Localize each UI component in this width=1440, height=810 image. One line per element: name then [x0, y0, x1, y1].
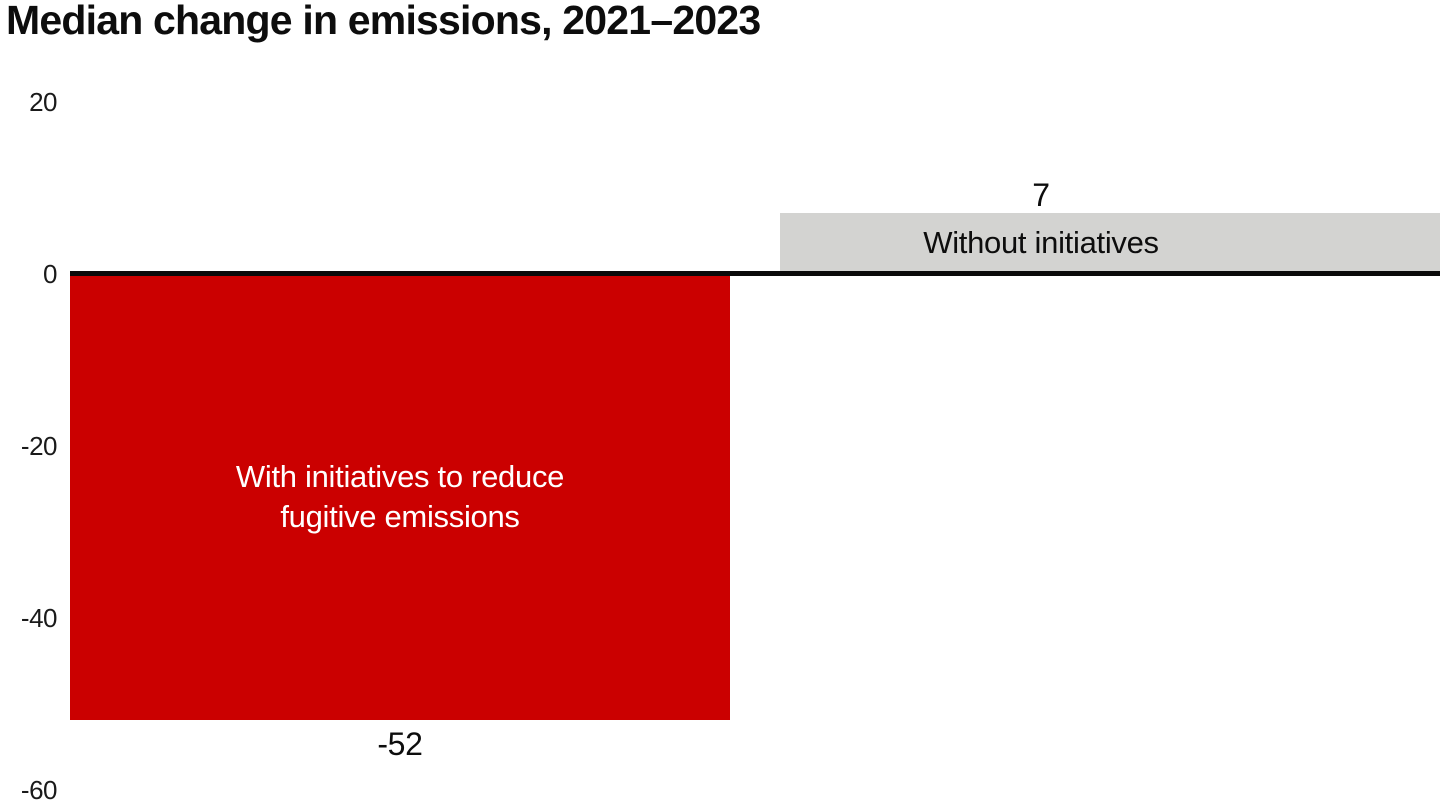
value-label-with-initiatives: -52 [377, 726, 423, 762]
y-axis-tick-label: 20 [29, 86, 57, 117]
bar-label-line: fugitive emissions [280, 498, 520, 534]
y-axis-tick-label: -40 [20, 602, 58, 633]
y-axis-tick-label: -60 [20, 774, 58, 805]
value-label-without-initiatives: 7 [1032, 177, 1050, 213]
chart-title: Median change in emissions, 2021–2023 [6, 0, 761, 43]
bar-label-with-initiatives: With initiatives to reduce fugitive emiss… [236, 457, 564, 537]
bar-label-without-initiatives: Without initiatives [923, 223, 1159, 263]
bar-with-initiatives: With initiatives to reduce fugitive emiss… [70, 273, 730, 720]
y-axis-tick-label: 0 [43, 258, 57, 289]
y-axis-tick-label: -20 [20, 430, 58, 461]
bar-without-initiatives: Without initiatives [780, 213, 1440, 273]
bar-label-line: Without initiatives [923, 225, 1159, 260]
zero-baseline [70, 271, 1440, 276]
bar-label-line: With initiatives to reduce [235, 458, 565, 494]
